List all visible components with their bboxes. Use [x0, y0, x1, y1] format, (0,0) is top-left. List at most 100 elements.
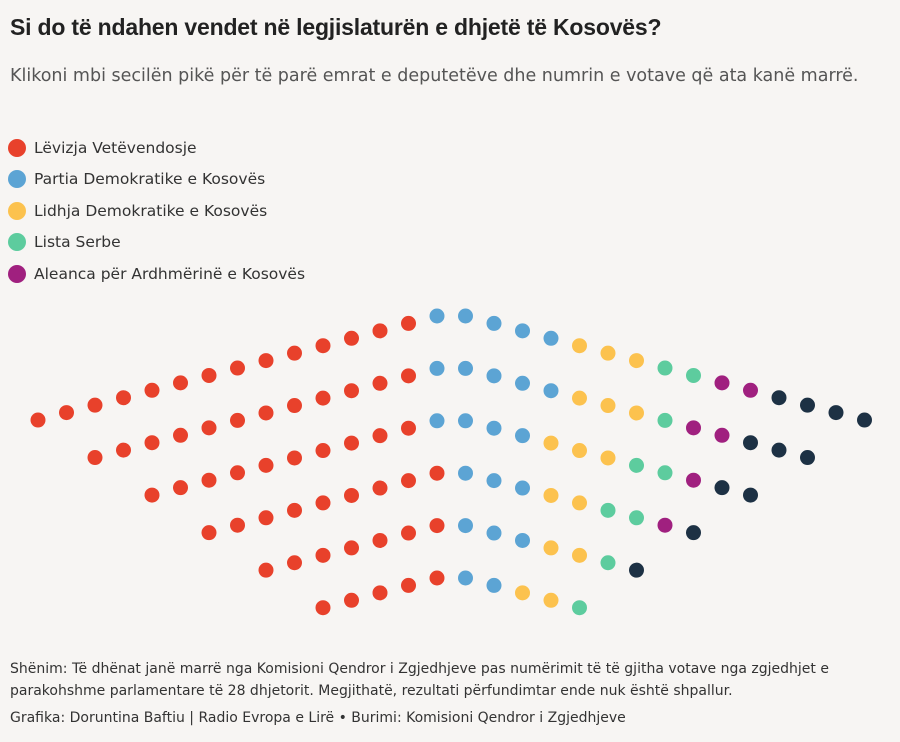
seat[interactable] — [287, 345, 302, 361]
seat[interactable] — [515, 375, 530, 391]
seat[interactable] — [686, 472, 701, 488]
seat[interactable] — [315, 443, 331, 459]
seat[interactable] — [116, 390, 131, 406]
seat[interactable] — [714, 427, 730, 443]
seat[interactable] — [828, 405, 844, 421]
seat[interactable] — [344, 592, 359, 608]
seat[interactable] — [116, 442, 131, 458]
seat[interactable] — [315, 495, 331, 511]
seat[interactable] — [600, 398, 616, 414]
seat[interactable] — [344, 487, 359, 503]
seat[interactable] — [201, 420, 217, 436]
seat[interactable] — [771, 390, 787, 406]
seat[interactable] — [629, 353, 644, 369]
seat[interactable] — [800, 450, 815, 466]
seat[interactable] — [429, 360, 445, 376]
seat[interactable] — [429, 308, 445, 324]
seat[interactable] — [372, 323, 388, 339]
seat[interactable] — [401, 368, 416, 384]
seat[interactable] — [315, 338, 331, 354]
seat[interactable] — [686, 525, 701, 541]
seat[interactable] — [344, 540, 359, 556]
seat[interactable] — [315, 547, 331, 563]
seat[interactable] — [515, 480, 530, 496]
seat[interactable] — [315, 390, 331, 406]
seat[interactable] — [857, 412, 872, 428]
seat[interactable] — [258, 353, 274, 369]
seat[interactable] — [657, 465, 673, 481]
seat[interactable] — [629, 510, 644, 526]
seat[interactable] — [629, 457, 644, 473]
seat[interactable] — [515, 323, 530, 339]
seat[interactable] — [315, 600, 331, 616]
seat[interactable] — [572, 495, 587, 511]
seat[interactable] — [458, 570, 473, 586]
seat[interactable] — [201, 472, 217, 488]
seat[interactable] — [743, 382, 758, 398]
seat[interactable] — [429, 570, 445, 586]
seat[interactable] — [572, 547, 587, 563]
seat[interactable] — [344, 435, 359, 451]
seat[interactable] — [714, 375, 730, 391]
seat[interactable] — [486, 315, 502, 331]
seat[interactable] — [515, 532, 530, 548]
seat[interactable] — [201, 367, 217, 383]
seat[interactable] — [486, 420, 502, 436]
seat[interactable] — [372, 480, 388, 496]
seat[interactable] — [458, 308, 473, 324]
seat[interactable] — [572, 443, 587, 459]
seat[interactable] — [429, 465, 445, 481]
seat[interactable] — [372, 532, 388, 548]
seat[interactable] — [401, 315, 416, 331]
seat[interactable] — [657, 517, 673, 533]
seat[interactable] — [258, 405, 274, 421]
seat[interactable] — [543, 540, 559, 556]
seat[interactable] — [87, 397, 103, 413]
seat[interactable] — [458, 413, 473, 429]
seat[interactable] — [572, 390, 587, 406]
seat[interactable] — [543, 435, 559, 451]
seat[interactable] — [486, 525, 502, 541]
seat[interactable] — [173, 480, 188, 496]
seat[interactable] — [401, 577, 416, 593]
seat[interactable] — [173, 375, 188, 391]
seat[interactable] — [372, 428, 388, 444]
seat[interactable] — [372, 585, 388, 601]
seat[interactable] — [258, 457, 274, 473]
seat[interactable] — [230, 465, 245, 481]
seat[interactable] — [714, 480, 730, 496]
seat[interactable] — [458, 518, 473, 534]
seat[interactable] — [600, 345, 616, 361]
seat[interactable] — [287, 398, 302, 414]
seat[interactable] — [372, 375, 388, 391]
seat[interactable] — [543, 383, 559, 399]
seat[interactable] — [59, 405, 74, 421]
seat[interactable] — [87, 450, 103, 466]
seat[interactable] — [458, 360, 473, 376]
seat[interactable] — [486, 577, 502, 593]
seat[interactable] — [543, 330, 559, 346]
seat[interactable] — [344, 330, 359, 346]
seat[interactable] — [401, 525, 416, 541]
seat[interactable] — [458, 465, 473, 481]
seat[interactable] — [515, 585, 530, 601]
seat[interactable] — [401, 420, 416, 436]
seat[interactable] — [230, 360, 245, 376]
seat[interactable] — [629, 405, 644, 421]
seat[interactable] — [572, 338, 587, 354]
seat[interactable] — [600, 450, 616, 466]
seat[interactable] — [258, 562, 274, 578]
seat[interactable] — [287, 502, 302, 518]
seat[interactable] — [743, 435, 758, 451]
seat[interactable] — [600, 502, 616, 518]
seat[interactable] — [743, 487, 758, 503]
seat[interactable] — [144, 382, 160, 398]
seat[interactable] — [572, 600, 587, 616]
seat[interactable] — [543, 487, 559, 503]
seat[interactable] — [429, 518, 445, 534]
seat[interactable] — [173, 427, 188, 443]
seat[interactable] — [230, 412, 245, 428]
seat[interactable] — [543, 592, 559, 608]
seat[interactable] — [800, 397, 815, 413]
seat[interactable] — [258, 510, 274, 526]
